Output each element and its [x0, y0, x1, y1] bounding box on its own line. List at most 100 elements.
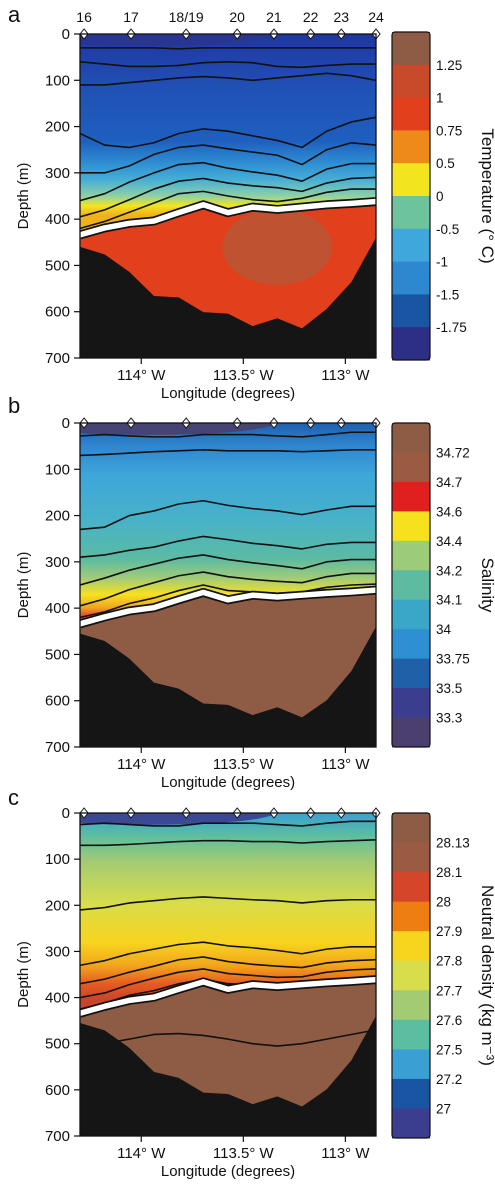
contour-line: [80, 116, 376, 149]
colorbar-segment: [392, 1019, 430, 1050]
x-tick-label: 113° W: [321, 756, 370, 773]
colorbar-segment: [392, 32, 430, 66]
colorbar-segment: [392, 931, 430, 962]
contour-line: [80, 141, 376, 174]
contour-line: [80, 956, 376, 985]
station-number: 22: [303, 9, 319, 25]
colorbar-title: Salinity: [478, 558, 495, 613]
contour-line: [80, 72, 376, 86]
contour-line: [80, 499, 376, 531]
y-tick-label: 400: [45, 211, 70, 228]
x-tick-label: 114° W: [117, 1145, 166, 1162]
station-number: 23: [334, 9, 350, 25]
x-axis-label: Longitude (degrees): [161, 385, 295, 402]
colorbar-segment: [392, 813, 430, 844]
x-tick-label: 113.5° W: [213, 367, 275, 384]
station-number: 16: [76, 9, 92, 25]
contour-line: [80, 176, 376, 218]
contour-line: [80, 896, 376, 911]
colorbar-label: 28.1: [436, 865, 462, 880]
plot-frame: [79, 812, 377, 1137]
panel-letter: b: [8, 393, 20, 418]
contour-line: [80, 583, 376, 619]
colorbar-label: 34.72: [436, 445, 470, 460]
colorbar-label: 34.4: [436, 534, 463, 549]
colorbar-segment: [392, 97, 430, 131]
colorbar-label: 28.13: [436, 836, 470, 851]
contour-line: [80, 820, 376, 827]
y-tick-label: 100: [45, 851, 70, 868]
y-axis-label: Depth (m): [15, 163, 32, 230]
colorbar-label: -1.5: [436, 287, 459, 302]
colorbar-segment: [392, 842, 430, 873]
colorbar-segment: [392, 540, 430, 571]
panel-c: 0 100 200 300 400 500 600 700 114° W 113.5° W 113°…: [8, 785, 495, 1180]
x-tick-label: 114° W: [117, 367, 166, 384]
contour-line: [80, 571, 376, 607]
colorbar-label: 33.3: [436, 711, 462, 726]
interface-line: [80, 587, 376, 627]
colorbar-label: -0.5: [436, 222, 459, 237]
y-tick-label: 200: [45, 508, 70, 525]
station-number: 20: [229, 9, 245, 25]
plot-area: [80, 34, 376, 358]
colorbar-segment: [392, 452, 430, 483]
colorbar-segment: [392, 658, 430, 689]
colorbar-frame: [391, 31, 431, 361]
y-axis-label: Depth (m): [15, 941, 32, 1008]
y-tick-label: 100: [45, 72, 70, 89]
colorbar-label: 27.9: [436, 924, 462, 939]
contour-line: [80, 838, 376, 847]
colorbar-label: 1: [436, 91, 444, 106]
colorbar-label: 27.7: [436, 983, 462, 998]
seafloor: [80, 237, 376, 358]
colorbar-segment: [392, 1049, 430, 1080]
y-tick-label: 300: [45, 943, 70, 960]
colorbar-frame: [391, 812, 431, 1139]
y-tick-label: 700: [45, 1128, 70, 1145]
colorbar-label: 0.5: [436, 156, 455, 171]
x-tick-label: 113° W: [321, 367, 370, 384]
colorbar-frame: [391, 422, 431, 748]
colorbar-label: 27: [436, 1101, 451, 1116]
colorbar-segment: [392, 629, 430, 660]
contour-line: [80, 47, 376, 50]
y-tick-label: 300: [45, 554, 70, 571]
colorbar-label: 34.7: [436, 475, 462, 490]
contour-line: [80, 554, 376, 586]
colorbar-label: -1.75: [436, 320, 467, 335]
y-tick-label: 0: [62, 805, 70, 822]
colorbar-label: 27.8: [436, 954, 462, 969]
colorbar-segment: [392, 570, 430, 601]
y-tick-label: 200: [45, 897, 70, 914]
colorbar-segment: [392, 261, 430, 295]
colorbar-segment: [392, 228, 430, 263]
seafloor: [80, 1016, 376, 1136]
x-tick-label: 113° W: [321, 1145, 370, 1162]
colorbar-segment: [392, 163, 430, 197]
panel-b: 0 100 200 300 400 500 600 700 114° W 113.5° W 113°…: [8, 393, 495, 791]
y-axis-label: Depth (m): [15, 552, 32, 619]
plot-frame: [79, 422, 377, 748]
colorbar-title: Temperature (° C): [478, 128, 495, 263]
y-tick-label: 700: [45, 350, 70, 367]
panel-letter: c: [8, 785, 19, 810]
x-tick-label: 114° W: [117, 756, 166, 773]
contour-line: [80, 431, 376, 438]
colorbar-title: Neutral density (kg m⁻³): [478, 885, 495, 1066]
colorbar-segment: [392, 688, 430, 719]
y-tick-label: 600: [45, 304, 70, 321]
colorbar-segment: [392, 960, 430, 991]
colorbar-segment: [392, 599, 430, 630]
colorbar-segment: [392, 1108, 430, 1139]
plot-area: [80, 813, 376, 1136]
colorbar-label: 0: [436, 189, 444, 204]
panel-letter: a: [8, 2, 21, 27]
colorbar-segment: [392, 1078, 430, 1109]
station-number: 18/19: [169, 9, 204, 25]
colorbar-label: 33.75: [436, 652, 470, 667]
colorbar-label: -1: [436, 255, 448, 270]
y-tick-label: 500: [45, 1036, 70, 1053]
y-tick-label: 100: [45, 461, 70, 478]
